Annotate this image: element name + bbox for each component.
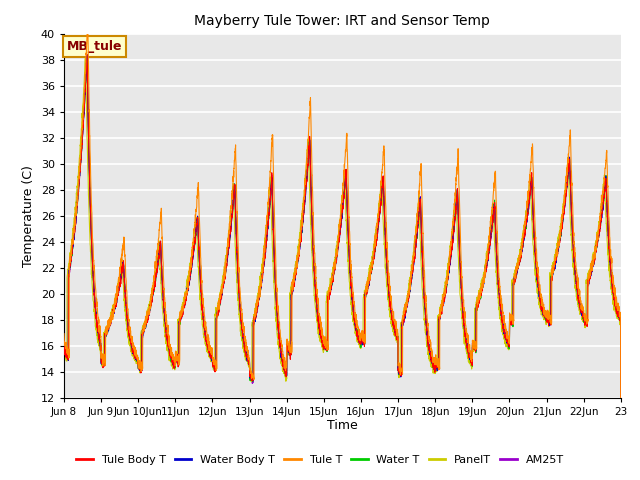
Text: MB_tule: MB_tule bbox=[67, 40, 122, 53]
X-axis label: Time: Time bbox=[327, 419, 358, 432]
Legend: Tule Body T, Water Body T, Tule T, Water T, PanelT, AM25T: Tule Body T, Water Body T, Tule T, Water… bbox=[72, 451, 568, 469]
Y-axis label: Temperature (C): Temperature (C) bbox=[22, 165, 35, 267]
Title: Mayberry Tule Tower: IRT and Sensor Temp: Mayberry Tule Tower: IRT and Sensor Temp bbox=[195, 14, 490, 28]
